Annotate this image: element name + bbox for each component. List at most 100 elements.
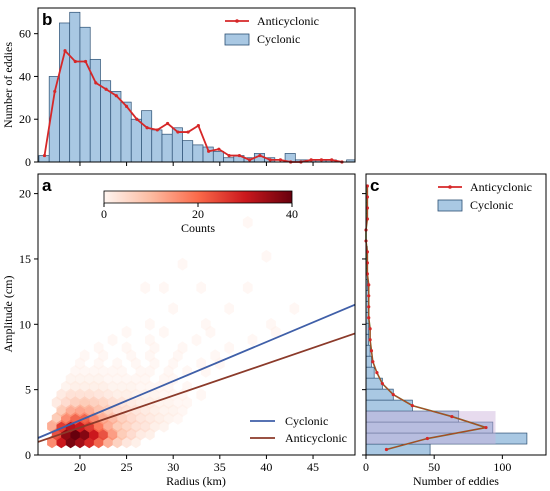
c-anticyclonic-point bbox=[375, 371, 379, 375]
b-anticyclonic-point bbox=[124, 104, 129, 108]
a-hexbin bbox=[131, 372, 141, 386]
a-hexbin bbox=[117, 365, 127, 378]
a-hexbin bbox=[159, 325, 169, 339]
b-anticyclonic-point bbox=[196, 124, 200, 128]
a-hexbin bbox=[84, 372, 95, 386]
c-anticyclonic-point bbox=[425, 436, 429, 441]
a-hexbin bbox=[182, 396, 192, 410]
b-anticyclonic-point bbox=[73, 59, 77, 64]
a-hexbin bbox=[121, 325, 132, 339]
a-hexbin bbox=[163, 365, 174, 378]
b-legend-anticyclonic-marker bbox=[235, 19, 239, 23]
c-legend-anticyclonic-label: Anticyclonic bbox=[470, 180, 532, 194]
a-hexbin bbox=[159, 372, 169, 386]
c-xtick-label: 100 bbox=[493, 460, 511, 474]
a-hexbin bbox=[205, 325, 216, 339]
a-hexbin bbox=[242, 216, 253, 229]
b-legend-cyclonic-label: Cyclonic bbox=[257, 32, 300, 46]
c-cyclonic-bar bbox=[365, 366, 375, 379]
b-anticyclonic-point bbox=[217, 147, 221, 151]
c-anticyclonic-point bbox=[450, 414, 454, 419]
a-hexbin bbox=[168, 357, 178, 370]
c-legend-cyclonic-swatch bbox=[437, 199, 463, 212]
a-hexbin bbox=[145, 349, 155, 363]
c-anticyclonic-point bbox=[365, 195, 369, 199]
b-cyclonic-bar bbox=[223, 157, 235, 163]
a-hexbin bbox=[121, 372, 132, 386]
a-colorbar: 0 20 40 Counts bbox=[101, 190, 298, 235]
a-colorbar-tick-label: 0 bbox=[101, 207, 107, 221]
a-hexbin bbox=[140, 281, 151, 295]
c-anticyclonic-point bbox=[365, 206, 369, 210]
b-legend-anticyclonic-label: Anticyclonic bbox=[257, 14, 319, 28]
c-anticyclonic-point bbox=[367, 316, 371, 320]
panel-label-c: c bbox=[370, 176, 379, 195]
b-anticyclonic-point bbox=[227, 153, 231, 158]
panel-label-a: a bbox=[42, 176, 52, 195]
c-anticyclonic-point bbox=[367, 283, 371, 287]
a-hexbin bbox=[70, 365, 81, 378]
a-hexbin bbox=[145, 317, 155, 331]
b-anticyclonic-point bbox=[155, 128, 159, 132]
a-hexbin bbox=[98, 349, 109, 363]
a-fit-line-anticyclonic bbox=[37, 332, 356, 443]
a-xtick-label: 25 bbox=[121, 460, 133, 474]
a-hexbin bbox=[135, 365, 146, 378]
a-hexbin bbox=[89, 365, 99, 378]
a-hexbin bbox=[224, 341, 234, 355]
panel-label-b: b bbox=[42, 10, 52, 29]
a-hexbin bbox=[289, 302, 300, 315]
a-hexbin bbox=[112, 372, 123, 386]
a-ytick-label: 5 bbox=[25, 383, 31, 397]
a-hexbin bbox=[112, 357, 123, 370]
a-colorbar-tick-label: 20 bbox=[192, 207, 204, 221]
a-hexbin bbox=[201, 317, 211, 331]
c-xtick-label: 0 bbox=[363, 460, 369, 474]
a-hexbin bbox=[93, 357, 104, 370]
a-hexbin bbox=[266, 317, 276, 331]
a-hexbin bbox=[126, 349, 137, 363]
c-anticyclonic-point bbox=[365, 217, 369, 221]
b-ticks: 0 20 40 60 bbox=[19, 27, 314, 169]
a-hexbin bbox=[163, 396, 174, 410]
c-anticyclonic-point bbox=[380, 382, 384, 386]
c-anticyclonic-point bbox=[484, 425, 488, 430]
a-hexbin bbox=[107, 380, 118, 394]
c-anticyclonic-point bbox=[365, 250, 369, 254]
a-hexbin-heatmap bbox=[47, 216, 300, 449]
b-cyclonic-bar bbox=[69, 11, 81, 163]
b-ytick-label: 0 bbox=[25, 155, 31, 169]
a-hexbin bbox=[159, 281, 169, 295]
panel-a: 20 25 30 35 40 45 0 5 10 15 20 a Radius (km) Ampli… bbox=[1, 173, 356, 488]
a-hexbin bbox=[247, 333, 258, 347]
a-hexbin bbox=[261, 249, 272, 263]
a-hexbin bbox=[149, 341, 160, 355]
c-xlabel: Number of eddies bbox=[413, 474, 499, 488]
a-ticks: 20 25 30 35 40 45 0 5 10 15 20 bbox=[19, 187, 319, 474]
c-xtick-label: 50 bbox=[428, 460, 440, 474]
b-legend: Anticyclonic Cyclonic bbox=[224, 14, 319, 46]
b-anticyclonic-point bbox=[165, 121, 170, 126]
c-ticks: 0 50 100 bbox=[362, 193, 511, 474]
a-hexbin bbox=[177, 257, 188, 271]
a-xtick-label: 35 bbox=[214, 460, 226, 474]
b-ytick-label: 40 bbox=[19, 69, 31, 83]
b-cyclonic-bar bbox=[151, 129, 163, 163]
a-xtick-label: 40 bbox=[260, 460, 272, 474]
b-anticyclonic-point bbox=[330, 158, 334, 162]
b-anticyclonic-point bbox=[94, 81, 98, 85]
a-ytick-label: 10 bbox=[19, 317, 31, 331]
a-hexbin bbox=[149, 388, 160, 402]
b-anticyclonic-point bbox=[207, 149, 211, 153]
a-legend: Cyclonic Anticyclonic bbox=[250, 414, 347, 445]
b-anticyclonic-point bbox=[63, 49, 67, 53]
a-hexbin bbox=[121, 341, 132, 355]
c-overlap-shading bbox=[366, 411, 496, 445]
a-colorbar-ticks: 0 20 40 bbox=[101, 203, 298, 221]
b-anticyclonic-point bbox=[319, 158, 324, 162]
b-legend-cyclonic-swatch bbox=[224, 33, 250, 46]
b-anticyclonic-point bbox=[114, 94, 118, 98]
a-hexbin bbox=[75, 357, 85, 370]
a-hexbin bbox=[196, 357, 206, 370]
b-cyclonic-bar bbox=[79, 26, 91, 163]
